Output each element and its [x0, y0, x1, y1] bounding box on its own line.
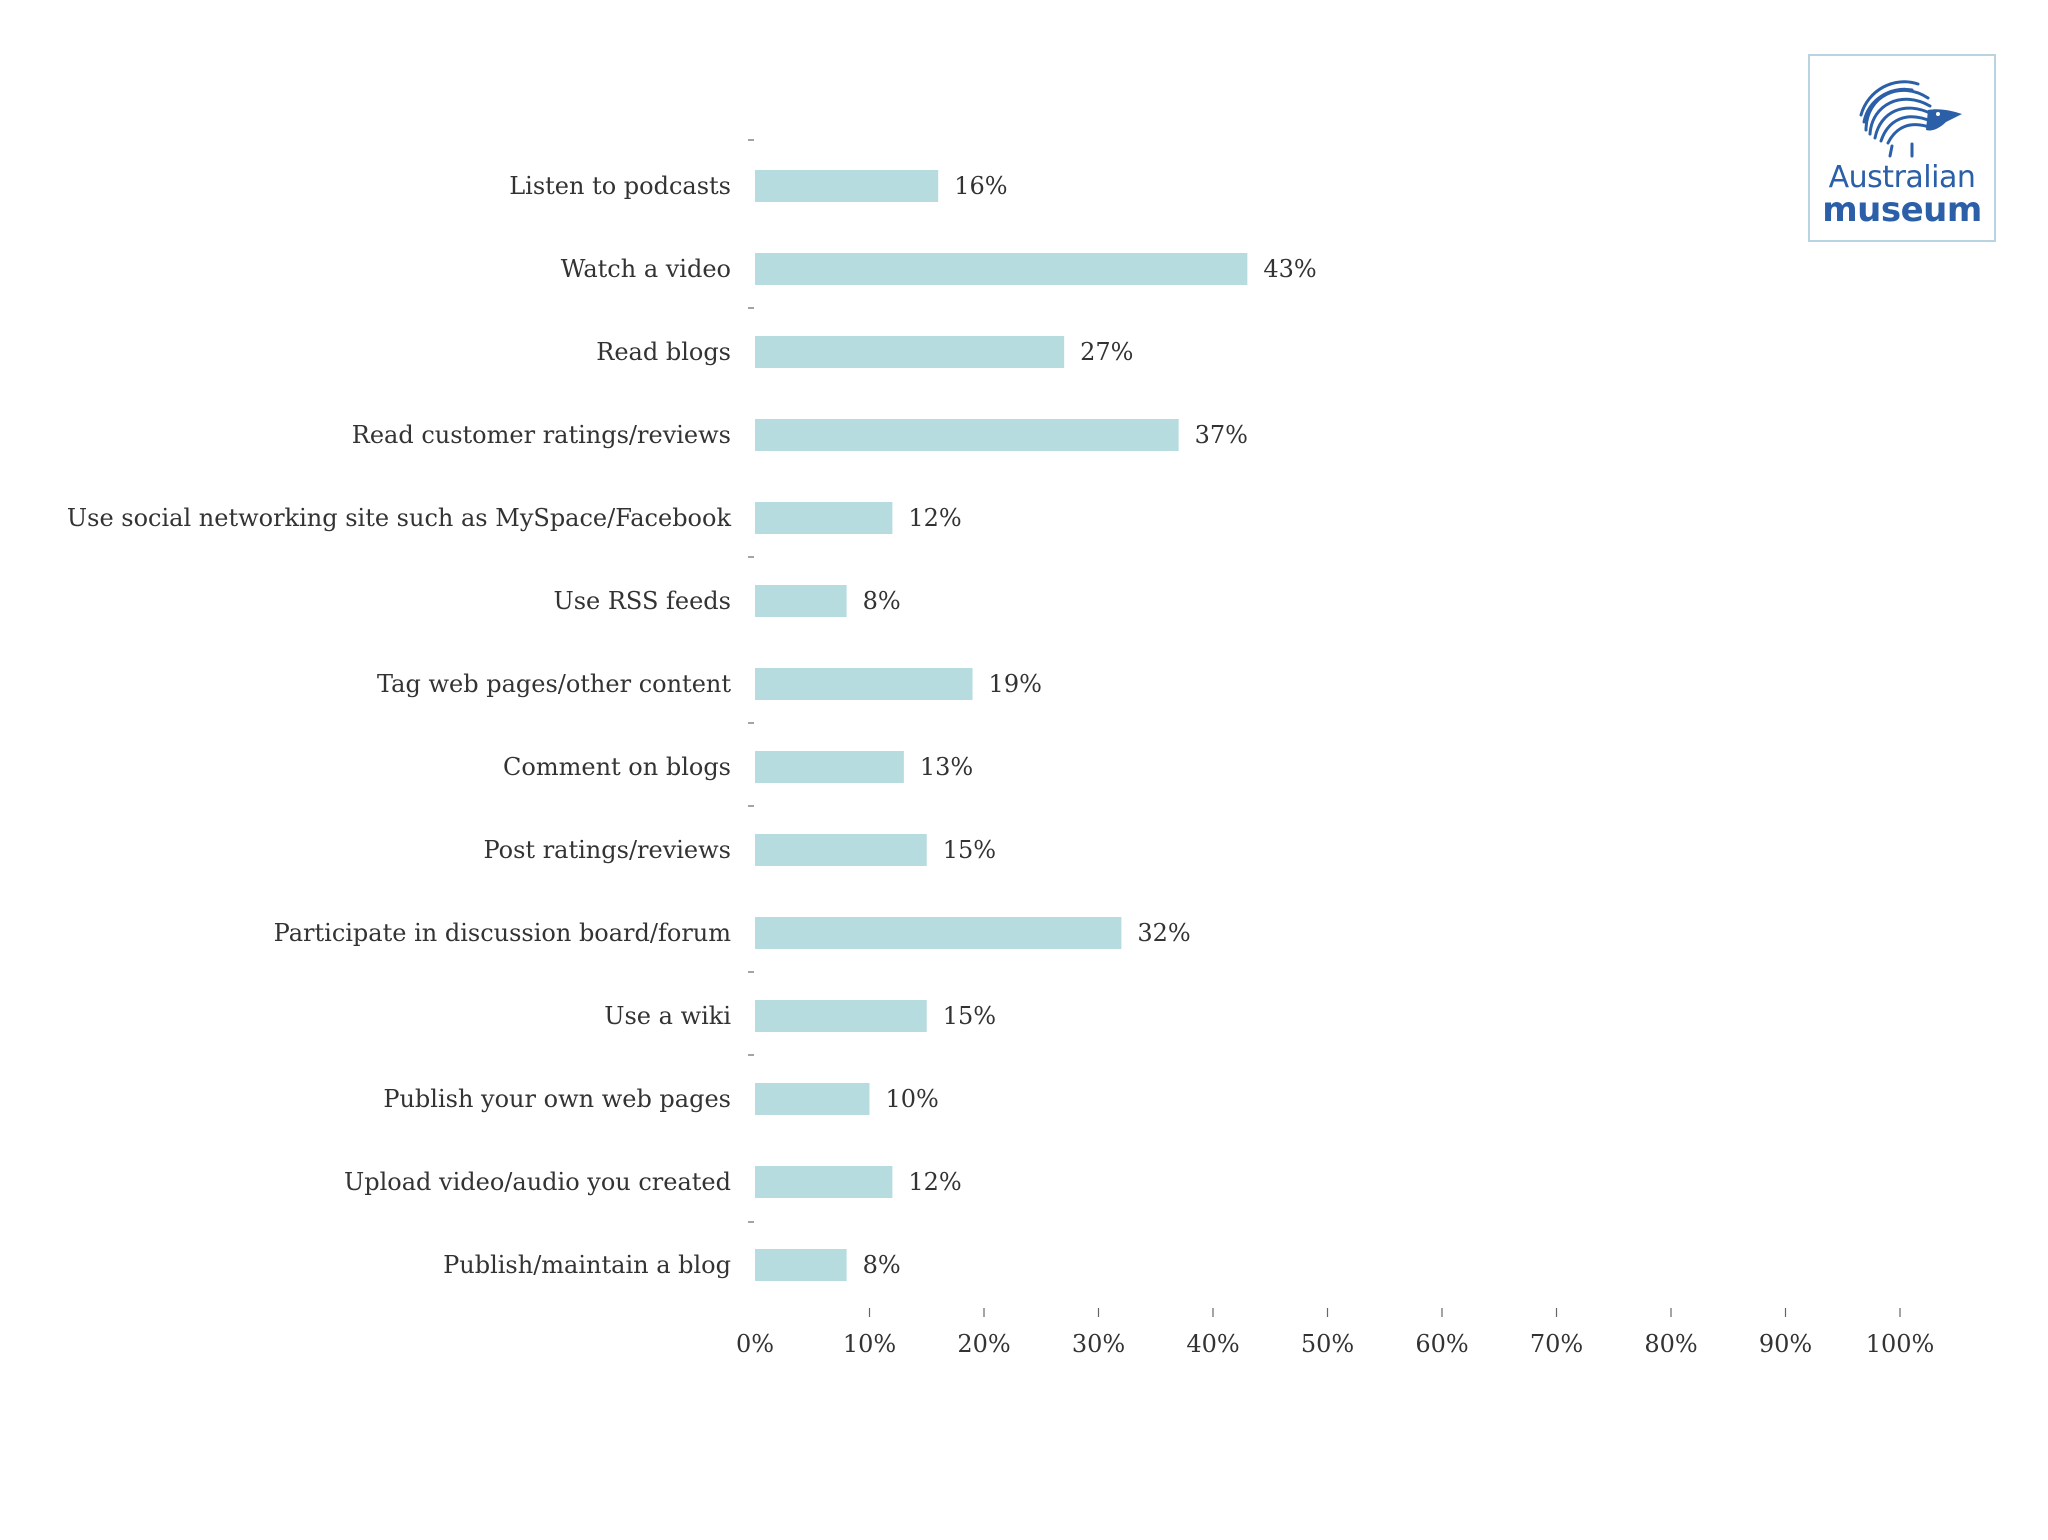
bar — [755, 1166, 893, 1198]
data-label: 8% — [863, 1251, 901, 1279]
x-tick-label: 100% — [1866, 1330, 1935, 1358]
bar — [755, 917, 1122, 949]
category-label: Read blogs — [596, 338, 731, 366]
data-label: 12% — [908, 504, 961, 532]
data-label: 15% — [943, 836, 996, 864]
bar — [755, 585, 847, 617]
x-tick-label: 30% — [1072, 1330, 1125, 1358]
bar — [755, 1000, 927, 1032]
australian-museum-logo: Australian museum — [1808, 54, 1996, 242]
bar — [755, 1083, 870, 1115]
category-label: Read customer ratings/reviews — [352, 421, 731, 449]
category-label: Publish your own web pages — [383, 1085, 731, 1113]
x-tick-label: 70% — [1530, 1330, 1583, 1358]
category-label: Participate in discussion board/forum — [274, 919, 732, 947]
data-label: 32% — [1137, 919, 1190, 947]
bar — [755, 751, 904, 783]
data-label: 16% — [954, 172, 1007, 200]
x-tick-label: 60% — [1415, 1330, 1468, 1358]
x-tick-label: 80% — [1644, 1330, 1697, 1358]
bar — [755, 668, 973, 700]
x-tick-label: 40% — [1186, 1330, 1239, 1358]
x-tick-label: 0% — [736, 1330, 774, 1358]
data-label: 37% — [1195, 421, 1248, 449]
category-label: Use a wiki — [604, 1002, 731, 1030]
category-label: Watch a video — [561, 255, 731, 283]
category-label: Upload video/audio you created — [344, 1168, 731, 1196]
bar — [755, 1249, 847, 1281]
x-tick-label: 90% — [1759, 1330, 1812, 1358]
bar — [755, 170, 939, 202]
data-label: 13% — [920, 753, 973, 781]
data-label: 15% — [943, 1002, 996, 1030]
data-label: 43% — [1263, 255, 1316, 283]
data-label: 8% — [863, 587, 901, 615]
logo-text-museum: museum — [1822, 190, 1982, 230]
category-label: Tag web pages/other content — [377, 670, 731, 698]
data-label: 27% — [1080, 338, 1133, 366]
bar — [755, 502, 893, 534]
x-tick-label: 10% — [843, 1330, 896, 1358]
bar — [755, 419, 1179, 451]
data-label: 10% — [886, 1085, 939, 1113]
category-label: Use social networking site such as MySpa… — [67, 504, 732, 532]
bar — [755, 253, 1248, 285]
category-label: Publish/maintain a blog — [443, 1251, 731, 1279]
category-label: Listen to podcasts — [509, 172, 731, 200]
logo-text-australian: Australian — [1828, 160, 1976, 195]
category-label: Use RSS feeds — [553, 587, 731, 615]
category-label: Post ratings/reviews — [483, 836, 731, 864]
x-tick-label: 20% — [957, 1330, 1010, 1358]
bar — [755, 336, 1065, 368]
x-tick-label: 50% — [1301, 1330, 1354, 1358]
data-label: 12% — [908, 1168, 961, 1196]
echidna-icon — [1859, 80, 1962, 158]
category-label: Comment on blogs — [503, 753, 731, 781]
bar — [755, 834, 927, 866]
data-label: 19% — [989, 670, 1042, 698]
